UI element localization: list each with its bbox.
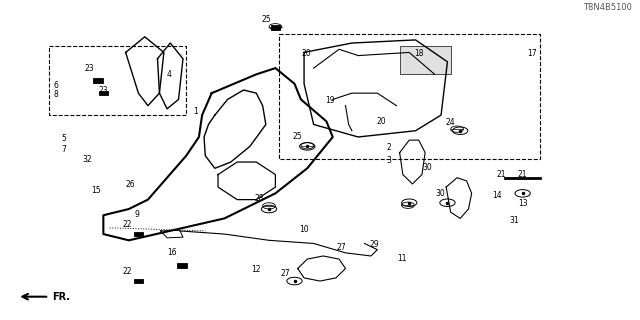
Text: 28: 28 — [255, 195, 264, 204]
Bar — [93, 78, 103, 83]
Bar — [134, 232, 143, 236]
Bar — [99, 91, 108, 95]
Text: 23: 23 — [99, 86, 108, 95]
Bar — [278, 34, 540, 159]
Text: 27: 27 — [280, 269, 290, 278]
Text: 21: 21 — [518, 170, 527, 179]
Text: 31: 31 — [509, 216, 519, 225]
Text: 26: 26 — [125, 180, 135, 189]
Text: 18: 18 — [414, 49, 424, 58]
Text: 3: 3 — [387, 156, 391, 165]
Text: 22: 22 — [123, 267, 132, 276]
Text: 20: 20 — [301, 49, 311, 58]
Text: FR.: FR. — [52, 292, 70, 302]
Text: 10: 10 — [300, 225, 309, 234]
Bar — [49, 46, 186, 115]
Text: 22: 22 — [123, 220, 132, 229]
Text: 17: 17 — [527, 50, 536, 59]
Text: 8: 8 — [53, 90, 58, 99]
Text: 15: 15 — [91, 186, 100, 195]
Text: 9: 9 — [134, 210, 139, 219]
Bar — [271, 25, 280, 30]
Text: 7: 7 — [61, 145, 67, 154]
Text: 11: 11 — [397, 254, 406, 263]
Bar — [399, 46, 451, 74]
Text: 32: 32 — [83, 155, 92, 164]
Text: 1: 1 — [193, 108, 198, 116]
Text: 30: 30 — [422, 163, 432, 172]
Text: 20: 20 — [377, 117, 387, 126]
Text: 4: 4 — [166, 70, 172, 79]
Bar — [177, 263, 186, 268]
Text: 25: 25 — [293, 132, 303, 141]
Text: 14: 14 — [492, 191, 502, 200]
Bar — [134, 279, 143, 284]
Text: 5: 5 — [61, 134, 67, 143]
Text: 30: 30 — [435, 189, 445, 198]
Text: 13: 13 — [518, 199, 527, 208]
Text: 24: 24 — [446, 118, 456, 127]
Text: 23: 23 — [84, 64, 94, 73]
Text: 25: 25 — [261, 15, 271, 24]
Text: 2: 2 — [387, 143, 391, 152]
Text: 29: 29 — [369, 240, 379, 249]
Text: T8N4B5100: T8N4B5100 — [584, 3, 632, 12]
Text: 16: 16 — [167, 248, 177, 257]
Text: 6: 6 — [53, 81, 58, 90]
Text: 19: 19 — [324, 96, 334, 105]
Text: 21: 21 — [497, 170, 506, 179]
Text: 12: 12 — [252, 265, 261, 274]
Text: 27: 27 — [336, 243, 346, 252]
